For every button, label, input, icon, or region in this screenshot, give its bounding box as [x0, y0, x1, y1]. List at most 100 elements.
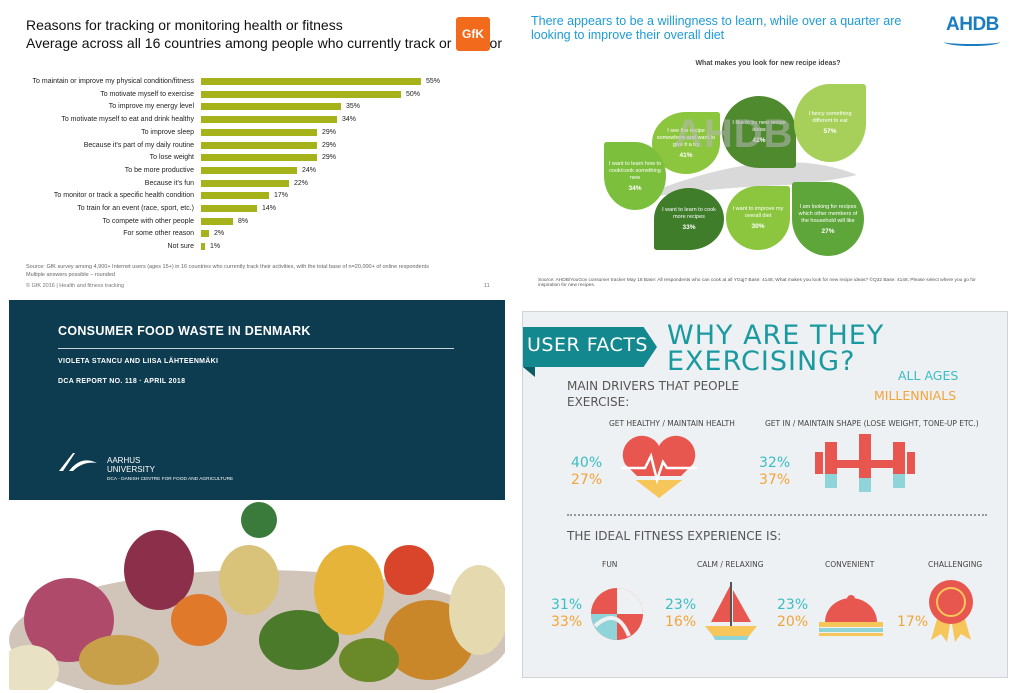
bar-value-label: 34%	[342, 116, 357, 124]
bar-row: To train for an event (race, sport, etc.…	[0, 203, 512, 215]
bar-category-label: For some other reason	[123, 230, 194, 238]
bar	[201, 90, 401, 98]
leaf-learn-more: I want to learn to cook more recipes 33%	[654, 188, 724, 250]
bar	[201, 141, 317, 149]
userfacts-infographic: USER FACTS WHY ARE THEY EXERCISING? MAIN…	[522, 311, 1008, 678]
bar-row: To lose weight 29%	[0, 152, 512, 164]
bar-value-label: 22%	[294, 179, 309, 187]
bar-row: Because it's fun 22%	[0, 178, 512, 190]
ahdb-source: Source: AHDB/YouGov consumer tracker May…	[538, 278, 976, 288]
calm-all: 23%	[665, 597, 697, 613]
driver-health-all: 40%	[571, 455, 603, 471]
fun-label: FUN	[602, 560, 618, 569]
bar	[201, 192, 269, 200]
legend-all-ages: ALL AGES	[898, 368, 959, 383]
beach-ball-icon	[591, 588, 643, 640]
food-cloche-icon	[819, 595, 883, 636]
ahdb-headline-2: looking to improve their overall diet	[531, 28, 725, 42]
leaf-household: I am looking for recipes which other mem…	[792, 182, 864, 256]
gfk-slide: Reasons for tracking or monitoring healt…	[0, 0, 512, 300]
driver-health-label: GET HEALTHY / MAINTAIN HEALTH	[609, 419, 735, 428]
bar-row: To maintain or improve my physical condi…	[0, 76, 512, 88]
dca-report-number: DCA REPORT NO. 118 · APRIL 2018	[58, 378, 186, 385]
dumbbell-icon	[815, 434, 915, 492]
bar-category-label: To improve my energy level	[108, 103, 194, 111]
gfk-source-note: Multiple answers possible – rounded	[26, 272, 115, 278]
ahdb-question: What makes you look for new recipe ideas…	[695, 60, 841, 67]
driver-shape-all: 32%	[759, 455, 791, 471]
leaf-improve-diet: I want to improve my overall diet 30%	[726, 186, 790, 250]
bar-category-label: Because it's fun	[144, 179, 194, 187]
drivers-heading-2: EXERCISE:	[567, 395, 630, 409]
bar-category-label: To maintain or improve my physical condi…	[32, 78, 194, 85]
dca-authors: VIOLETA STANCU AND LIISA LÄHTEENMÄKI	[58, 358, 219, 365]
bar-category-label: Not sure	[167, 243, 194, 251]
aarhus-name-2: UNIVERSITY	[107, 465, 156, 474]
user-facts-label: USER FACTS	[527, 334, 648, 356]
bar-value-label: 24%	[302, 166, 317, 174]
bar-category-label: To monitor or track a specific health co…	[53, 192, 194, 200]
bar-category-label: To train for an event (race, sport, etc.…	[77, 205, 194, 212]
drivers-heading-1: MAIN DRIVERS THAT PEOPLE	[567, 379, 740, 393]
ahdb-slide: There appears to be a willingness to lea…	[512, 0, 1024, 300]
ahdb-logo: AHDB	[946, 14, 999, 35]
bar	[201, 230, 209, 238]
challenging-label: CHALLENGING	[928, 560, 983, 569]
bar-category-label: To lose weight	[149, 154, 194, 162]
bar-value-label: 17%	[274, 192, 289, 200]
bar-row: To be more productive 24%	[0, 165, 512, 177]
dca-centre-name: DCA - DANISH CENTRE FOR FOOD AND AGRICUL…	[107, 477, 234, 482]
gfk-footer: © GfK 2016 | Health and fitness tracking	[26, 283, 125, 289]
bar	[201, 154, 317, 162]
ahdb-watermark: AHDB	[674, 112, 794, 156]
bar	[201, 103, 341, 111]
bar-row: To motivate myself to eat and drink heal…	[0, 114, 512, 126]
section-divider	[567, 514, 987, 516]
convenient-mill: 20%	[777, 614, 809, 630]
sailboat-icon	[705, 582, 757, 640]
bar	[201, 243, 205, 251]
food-waste-image	[9, 500, 505, 690]
userfacts-title-1: WHY ARE THEY	[667, 320, 885, 351]
gfk-subtitle: Average across all 16 countries among pe…	[26, 35, 502, 51]
dca-title: CONSUMER FOOD WASTE IN DENMARK	[58, 324, 311, 338]
user-facts-tag	[523, 327, 657, 367]
bar-category-label: To improve sleep	[141, 128, 194, 136]
bar-row: To monitor or track a specific health co…	[0, 190, 512, 202]
gfk-logo: GfK	[456, 17, 490, 51]
leaf-something-different: I fancy something different to eat 57%	[794, 84, 866, 162]
fun-all: 31%	[551, 597, 583, 613]
bar-value-label: 8%	[238, 217, 249, 225]
dca-divider	[58, 348, 454, 349]
challenging-mill: 17%	[897, 614, 929, 630]
bar-row: To motivate myself to exercise 50%	[0, 89, 512, 101]
bar	[201, 128, 317, 136]
bar-value-label: 2%	[214, 230, 225, 238]
bar-value-label: 35%	[346, 103, 361, 111]
bar-category-label: Because it's part of my daily routine	[83, 141, 194, 149]
userfacts-title-2: EXERCISING?	[667, 346, 856, 377]
bar-value-label: 29%	[322, 154, 337, 162]
bar-value-label: 29%	[322, 128, 337, 136]
food-waste-photo	[9, 500, 505, 690]
legend-millennials: MILLENNIALS	[874, 388, 957, 403]
gfk-page-number: 11	[484, 283, 490, 289]
convenient-label: CONVENIENT	[825, 560, 875, 569]
bar	[201, 179, 289, 187]
bar-value-label: 29%	[322, 141, 337, 149]
leaf-learn-new: I want to learn how to cook/cook somethi…	[604, 142, 666, 210]
driver-shape-mill: 37%	[759, 472, 791, 488]
bar	[201, 166, 297, 174]
convenient-all: 23%	[777, 597, 809, 613]
bar-row: Not sure 1%	[0, 241, 512, 253]
gfk-title: Reasons for tracking or monitoring healt…	[26, 17, 343, 33]
bar-row: For some other reason 2%	[0, 228, 512, 240]
tag-fold	[523, 367, 535, 377]
bar-category-label: To motivate myself to eat and drink heal…	[61, 116, 194, 124]
bar-value-label: 1%	[210, 243, 221, 251]
heart-icon	[621, 435, 697, 498]
ahdb-logo-swoosh	[944, 38, 1000, 46]
bar	[201, 78, 421, 85]
bar-category-label: To compete with other people	[102, 217, 194, 225]
bar-category-label: To be more productive	[124, 166, 194, 174]
